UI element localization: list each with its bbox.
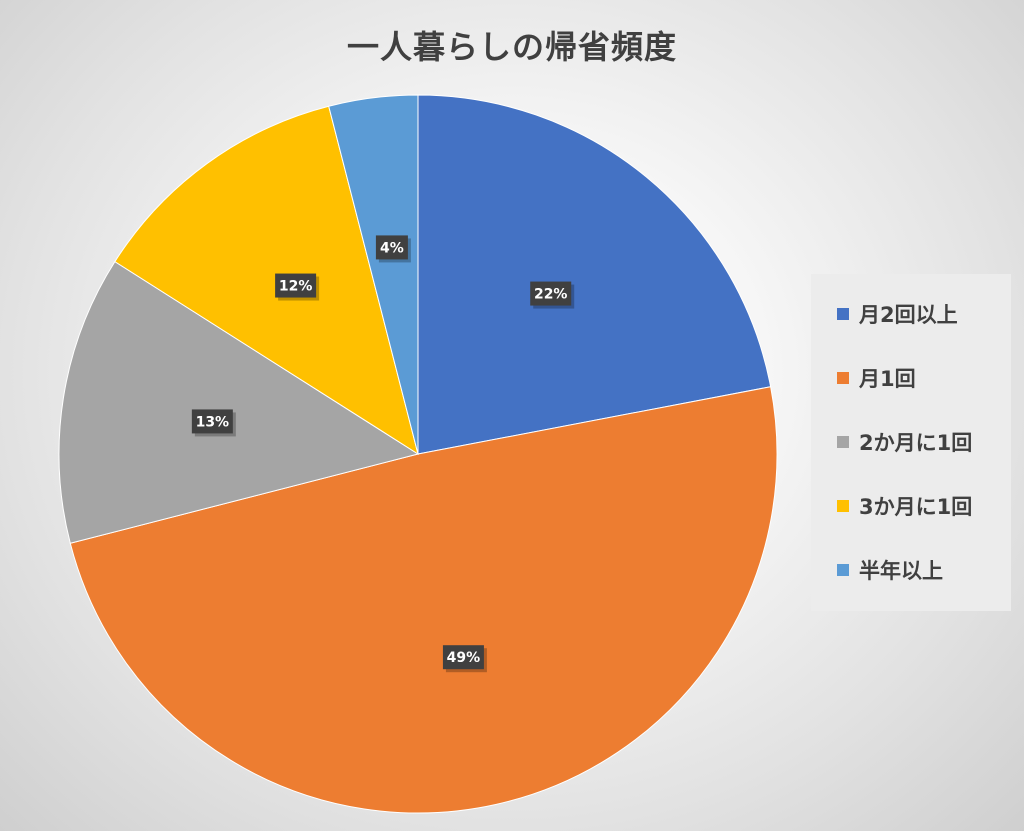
- legend-label: 2か月に1回: [859, 431, 973, 455]
- data-label-box: [275, 273, 317, 298]
- legend-item: 月1回: [837, 363, 916, 393]
- data-label-text: 12%: [279, 279, 313, 295]
- legend-swatch: [837, 500, 849, 512]
- data-label-box: [530, 281, 572, 306]
- chart-title: 一人暮らしの帰省頻度: [346, 28, 677, 66]
- legend-item: 3か月に1回: [837, 491, 972, 521]
- legend-swatch: [837, 436, 849, 448]
- pie-slice: [69, 386, 778, 814]
- data-label-text: 4%: [380, 240, 404, 256]
- pie-slice: [114, 105, 419, 456]
- legend-item: 半年以上: [837, 555, 943, 585]
- data-label-text: 49%: [447, 650, 481, 666]
- legend-item: 月2回以上: [837, 299, 958, 329]
- legend-swatch: [837, 564, 849, 576]
- legend-label: 月1回: [859, 367, 916, 391]
- data-label-text: 22%: [534, 287, 568, 303]
- data-label: 13%: [191, 409, 236, 437]
- data-label-box: [375, 235, 408, 260]
- legend-swatch: [837, 372, 849, 384]
- legend-label: 半年以上: [859, 559, 943, 583]
- legend: 月2回以上 月1回 2か月に1回 3か月に1回 半年以上: [811, 274, 1011, 611]
- pie-slice: [58, 260, 420, 544]
- legend-item: 2か月に1回: [837, 427, 972, 457]
- data-label-text: 13%: [196, 414, 230, 430]
- data-label: 4%: [375, 235, 411, 263]
- data-label: 22%: [530, 281, 575, 309]
- legend-label: 3か月に1回: [859, 495, 973, 519]
- data-label-box: [442, 645, 484, 670]
- legend-swatch: [837, 308, 849, 320]
- data-label: 12%: [275, 273, 320, 301]
- pie-slice: [328, 94, 419, 455]
- data-label-box: [191, 409, 233, 434]
- data-label: 49%: [442, 645, 487, 673]
- pie-slice: [417, 94, 772, 455]
- legend-label: 月2回以上: [859, 303, 958, 327]
